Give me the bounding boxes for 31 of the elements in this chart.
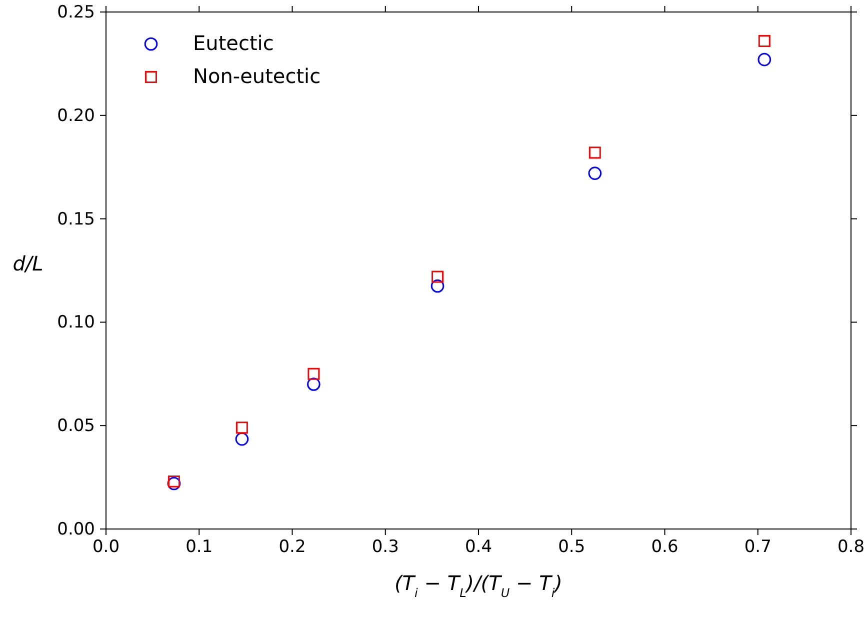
text: (T$_{i}$ − T$_{L}$)/(T$_{U}$ − T$_{i}$): [394, 571, 562, 600]
point: [430, 279, 444, 293]
x-tick-label: 0.8: [837, 537, 865, 558]
y-tick-label: 0.00: [57, 519, 95, 540]
x-tick-label: 0.7: [744, 537, 772, 558]
x-tick-label: 0.0: [92, 537, 120, 558]
x-tick-label: 0.6: [651, 537, 678, 558]
x-tick-label: 0.5: [558, 537, 586, 558]
y-axis-title: d/L: [12, 252, 44, 276]
x-tick-label: 0.1: [186, 537, 213, 558]
point: [432, 270, 444, 283]
point: [235, 432, 249, 446]
point: [308, 368, 320, 380]
point: [758, 52, 772, 66]
point: [758, 34, 770, 47]
point: [236, 422, 248, 434]
point: [588, 146, 601, 159]
point: [307, 378, 320, 391]
legend-label: Eutectic: [193, 31, 274, 55]
legend-label: Non-eutectic: [193, 64, 321, 88]
point: [167, 476, 181, 490]
y-tick-label: 0.05: [57, 416, 95, 436]
y-tick-label: 0.25: [57, 2, 95, 22]
y-tick-label: 0.15: [57, 209, 95, 230]
point: [168, 475, 180, 488]
x-tick-label: 0.2: [278, 537, 306, 558]
y-tick-label: 0.20: [57, 106, 95, 126]
y-tick-label: 0.10: [57, 312, 95, 333]
point: [588, 166, 602, 180]
x-tick-label: 0.4: [464, 537, 492, 558]
x-tick-label: 0.3: [372, 537, 399, 558]
